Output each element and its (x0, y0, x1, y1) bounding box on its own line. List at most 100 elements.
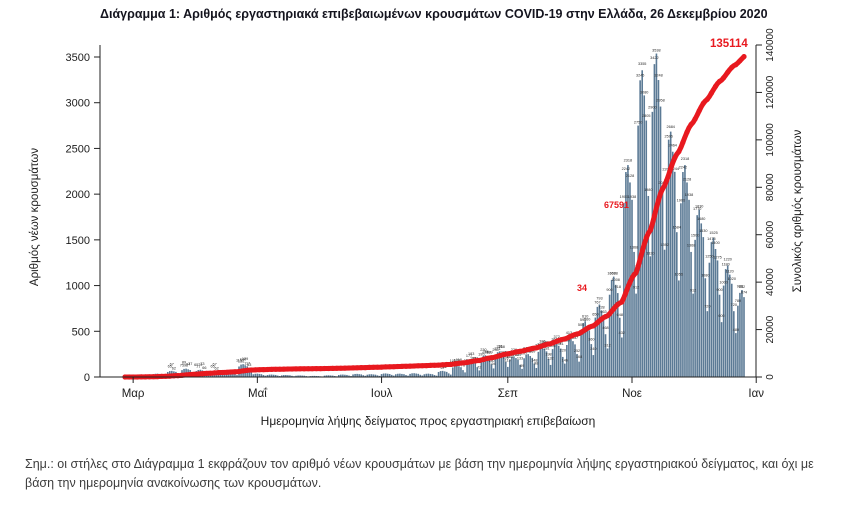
bar-value-label: 1900 (677, 198, 685, 202)
bar-value-label: 360 (588, 338, 594, 342)
bar-value-label: 3248 (654, 73, 662, 77)
cumulative-dot (334, 365, 340, 371)
bar-value-label: 432 (619, 331, 625, 335)
bar (676, 232, 678, 377)
bar (283, 375, 285, 377)
cumulative-dot (660, 186, 666, 192)
bar (397, 373, 399, 377)
cumulative-dot (684, 129, 690, 135)
left-tick-label: 3000 (66, 98, 90, 110)
bar-value-label: 1098 (609, 272, 617, 276)
cumulative-dot (244, 367, 250, 373)
bar-value-label: 140 (488, 359, 494, 363)
cumulative-dot (647, 227, 653, 233)
cumulative-dot (358, 365, 364, 371)
bar-value-label: 1180 (722, 263, 730, 267)
bar-value-label: 72 (477, 365, 481, 369)
cumulative-dot (574, 331, 580, 337)
cumulative-dot (305, 366, 311, 372)
cumulative-dot (232, 369, 238, 375)
bar-value-label: 2128 (683, 177, 691, 181)
bar (303, 375, 305, 377)
bar-value-label: 3422 (650, 56, 658, 60)
cumulative-dot (195, 371, 201, 377)
bar-value-label: 238 (482, 350, 488, 354)
bar (513, 356, 515, 377)
bar (509, 360, 511, 377)
bar-value-label: 209 (529, 350, 535, 354)
bar (737, 305, 739, 377)
bar (588, 330, 591, 377)
bar (423, 374, 426, 377)
bar-value-label: 1368 (687, 244, 695, 248)
cumulative-dot (513, 349, 519, 355)
bar-value-label: 1056 (675, 272, 683, 276)
bar-value-label: 663 (600, 310, 606, 314)
bar (354, 373, 356, 377)
bar-value-label: 117 (244, 361, 250, 365)
bar (456, 365, 458, 377)
bar (295, 375, 297, 377)
left-tick-label: 2500 (66, 143, 90, 155)
bar (496, 352, 499, 377)
x-tick-label: Μαρ (122, 388, 145, 400)
bar (266, 374, 269, 377)
cumulative-dot (700, 100, 706, 106)
cumulative-dot (664, 178, 670, 184)
cumulative-dot (411, 363, 417, 369)
bar-value-label: 2242 (679, 165, 687, 169)
bar (610, 279, 613, 377)
bar-value-label: 2242 (622, 167, 630, 171)
bar-value-label: 205 (521, 352, 527, 356)
cumulative-dot (615, 301, 621, 307)
bar (270, 374, 273, 377)
cumulative-dot (602, 314, 609, 320)
bar (346, 374, 348, 377)
bar-value-label: 252 (574, 349, 580, 353)
bar-value-label: 230 (492, 348, 498, 352)
bar (348, 375, 350, 377)
bar-value-label: 98 (534, 361, 538, 365)
cumulative-dot (525, 346, 531, 353)
bar-value-label: 168 (470, 357, 476, 361)
cumulative-dot (476, 357, 482, 364)
bar (500, 353, 503, 377)
cumulative-dot (366, 364, 372, 370)
cumulative-dot (692, 116, 698, 122)
bar (447, 373, 450, 377)
bar-value-label: 1220 (723, 257, 731, 261)
bar (720, 322, 723, 377)
cumulative-dot (216, 370, 222, 376)
bar (338, 374, 340, 377)
cumulative-dot (448, 361, 454, 367)
cumulative-dot (643, 235, 649, 241)
bar-value-label: 168 (576, 355, 582, 359)
bar-value-label: 648 (617, 313, 623, 317)
bar (458, 366, 460, 377)
bar (344, 374, 346, 377)
cumulative-dot (708, 90, 715, 96)
cumulative-dot (301, 366, 307, 372)
right-tick-label: 0 (765, 374, 776, 380)
bar (466, 363, 468, 377)
bar-value-label: 185 (507, 355, 513, 359)
cumulative-dot (456, 360, 462, 366)
left-tick-label: 500 (72, 326, 90, 338)
bar (464, 372, 466, 377)
bar-value-label: 73 (200, 362, 204, 366)
bar-value-label: 413 (566, 331, 572, 335)
cumulative-dot (383, 364, 389, 370)
cumulative-dot (717, 78, 723, 84)
cumulative-dot (203, 370, 209, 376)
cumulative-dot (326, 365, 332, 372)
bar (230, 372, 232, 377)
cumulative-dot (330, 365, 336, 371)
footnote: Σημ.: οι στήλες στο Διάγραμμα 1 εκφράζου… (25, 457, 814, 491)
bar-value-label: 336 (539, 340, 545, 344)
bar (694, 239, 696, 377)
cumulative-dot (558, 337, 564, 343)
left-tick-label: 0 (84, 372, 90, 384)
bar-value-label: 1080 (701, 273, 709, 277)
cumulative-dot (256, 367, 262, 373)
bar (584, 321, 586, 377)
